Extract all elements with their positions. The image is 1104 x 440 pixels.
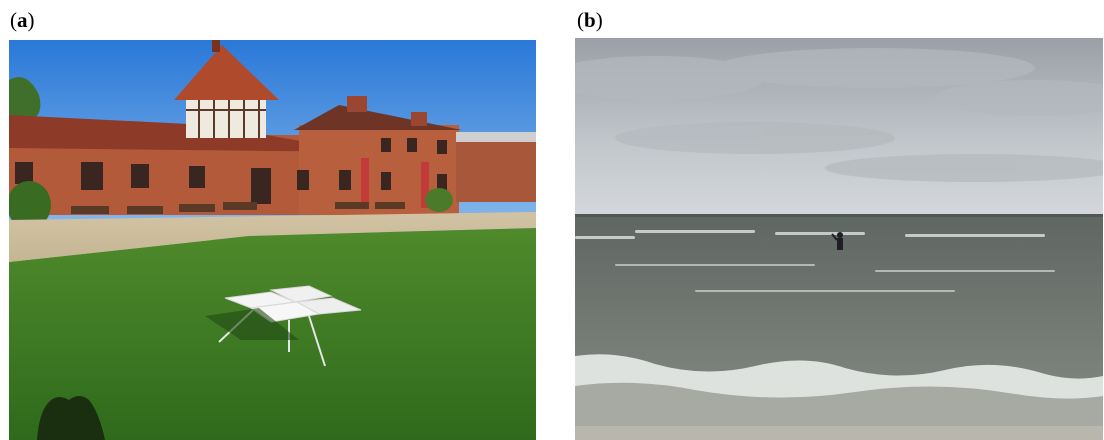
panel-a-label-letter: a (17, 8, 28, 32)
tower-roof (174, 45, 279, 100)
reflector-panel (224, 285, 362, 323)
panel-b-label-letter: b (584, 8, 596, 32)
photo-b-illustration (575, 38, 1103, 440)
shed-right (456, 140, 536, 202)
tree-left (9, 77, 41, 122)
panel-a-label-open: ( (10, 8, 17, 32)
panel-b-label-close: ) (595, 8, 603, 32)
photo-b-sea-wader (575, 38, 1103, 440)
wet-sand (575, 426, 1103, 440)
photographer-shadow (37, 396, 105, 440)
panel-a-label-close: ) (27, 8, 35, 32)
wader-figure (831, 232, 843, 250)
panel-a-label: (a) (10, 10, 35, 31)
shrub-left (9, 181, 51, 229)
gravel-path (9, 212, 536, 262)
photo-a-building-lawn (9, 40, 536, 440)
panel-b-label: (b) (577, 10, 603, 31)
panel-b-label-open: ( (577, 8, 584, 32)
photo-a-illustration (9, 40, 536, 440)
